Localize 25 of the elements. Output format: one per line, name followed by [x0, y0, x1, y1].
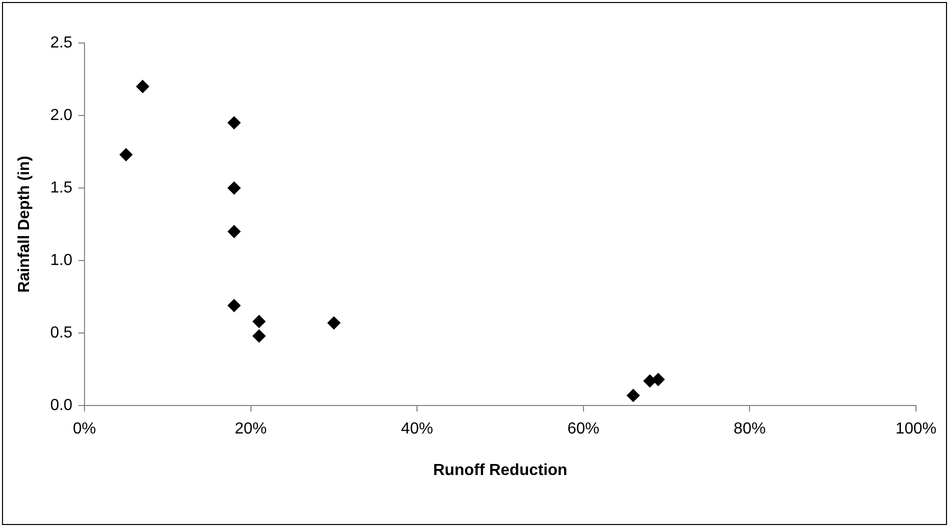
y-axis-title: Rainfall Depth (in): [16, 156, 34, 293]
point: [120, 148, 133, 162]
x-tick-label: 100%: [896, 420, 936, 438]
point: [228, 299, 241, 312]
point: [228, 116, 241, 130]
y-tick-label: 1.5: [50, 179, 73, 196]
point: [652, 372, 665, 386]
point: [252, 314, 266, 328]
point: [327, 316, 340, 330]
point: [252, 329, 266, 342]
y-tick-label: 0.5: [50, 324, 73, 342]
y-tick-label: 1.0: [50, 252, 73, 269]
x-axis-title: Runoff Reduction: [433, 462, 568, 479]
x-tick-label: 80%: [734, 420, 766, 438]
y-tick-label: 2.5: [50, 34, 73, 52]
x-tick-label: 20%: [234, 420, 267, 438]
point: [626, 388, 640, 402]
point: [228, 225, 241, 238]
point: [136, 80, 150, 94]
y-tick-label: 2.0: [50, 106, 73, 124]
y-tick-label: 0.0: [50, 397, 73, 414]
x-tick-label: 40%: [401, 420, 434, 438]
x-tick-label: 60%: [567, 420, 600, 438]
point: [228, 182, 241, 195]
x-tick-label: 0%: [72, 420, 96, 438]
